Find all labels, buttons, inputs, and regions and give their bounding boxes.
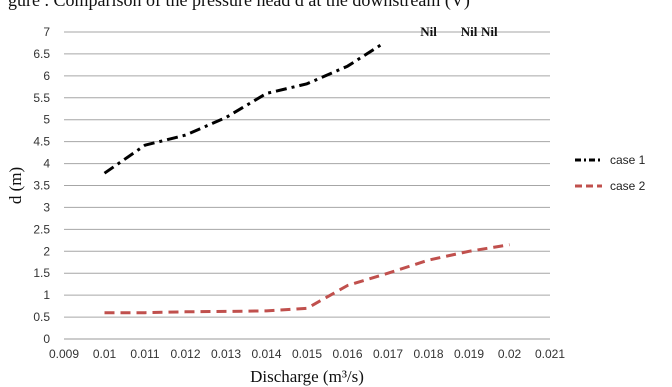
x-tick-label: 0.012 xyxy=(170,347,200,361)
series-line-case-2 xyxy=(105,245,510,313)
x-tick-label: 0.019 xyxy=(454,347,484,361)
x-axis-ticks: 0.009 0.01 0.011 0.012 0.013 0.014 0.015 0.016 0… xyxy=(49,347,565,361)
y-tick-label: 6 xyxy=(43,69,50,83)
x-tick-label: 0.017 xyxy=(373,347,403,361)
x-tick-label: 0.01 xyxy=(93,347,117,361)
x-tick-label: 0.015 xyxy=(292,347,322,361)
x-tick-label: 0.018 xyxy=(413,347,443,361)
y-tick-label: 0 xyxy=(43,332,50,346)
series-line-case-1 xyxy=(105,43,384,173)
annotation-nil: Nil xyxy=(461,24,478,39)
x-tick-label: 0.009 xyxy=(49,347,79,361)
legend: case 1 case 2 xyxy=(575,153,646,193)
y-tick-label: 2 xyxy=(43,244,50,258)
x-tick-label: 0.011 xyxy=(130,347,159,361)
annotation-nil: Nil xyxy=(420,24,437,39)
y-tick-label: 0.5 xyxy=(33,310,50,324)
x-tick-label: 0.02 xyxy=(498,347,522,361)
legend-label: case 2 xyxy=(610,179,646,193)
y-tick-label: 5 xyxy=(43,113,50,127)
y-tick-label: 4 xyxy=(43,157,50,171)
y-tick-label: 3 xyxy=(43,200,50,214)
x-axis-title: Discharge (m³/s) xyxy=(250,367,364,386)
y-axis-ticks: 0 0.5 1 1.5 2 2.5 3 3.5 4 4.5 5 5.5 6 6.5 7 xyxy=(33,25,50,346)
y-axis-title: d (m) xyxy=(6,167,25,204)
x-tick-label: 0.014 xyxy=(251,347,281,361)
y-tick-label: 7 xyxy=(43,25,50,39)
legend-label: case 1 xyxy=(610,153,646,167)
x-tick-label: 0.016 xyxy=(332,347,362,361)
y-tick-label: 3.5 xyxy=(33,179,50,193)
x-tick-label: 0.013 xyxy=(211,347,241,361)
y-tick-label: 4.5 xyxy=(33,135,50,149)
gridlines xyxy=(64,32,550,317)
y-tick-label: 6.5 xyxy=(33,47,50,61)
y-tick-label: 2.5 xyxy=(33,222,50,236)
annotation-nil: Nil xyxy=(481,24,498,39)
x-tick-label: 0.021 xyxy=(535,347,565,361)
y-tick-label: 1.5 xyxy=(33,266,50,280)
y-tick-label: 1 xyxy=(43,288,50,302)
y-tick-label: 5.5 xyxy=(33,91,50,105)
series-lines xyxy=(105,43,510,313)
